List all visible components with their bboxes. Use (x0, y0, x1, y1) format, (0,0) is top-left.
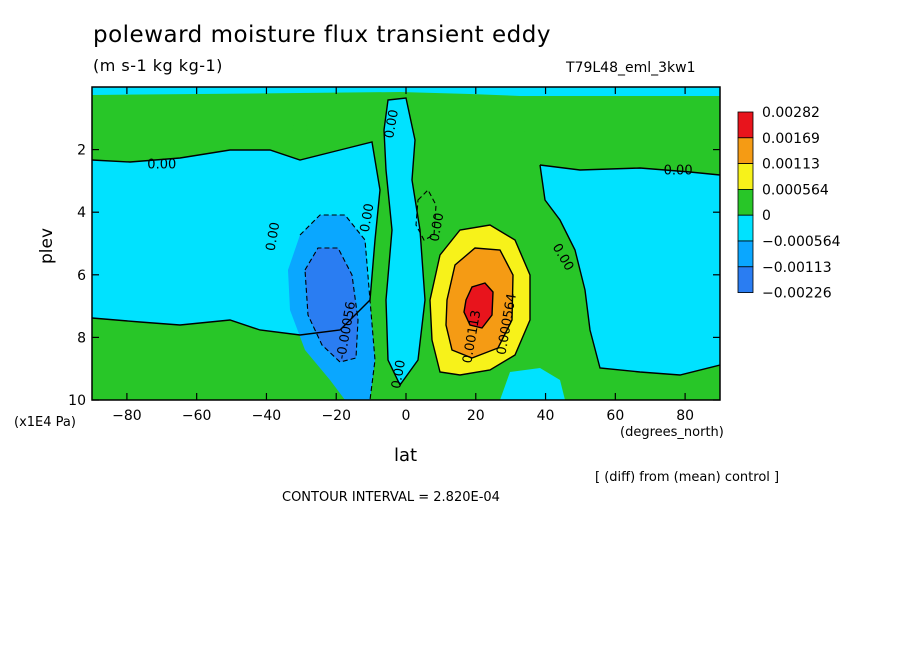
colorbar-swatch (737, 266, 754, 293)
colorbar-level-label: −0.000564 (762, 234, 841, 250)
contour-label: 0.00 (358, 202, 378, 233)
negative-contour-lines (299, 189, 437, 400)
x-tick-label: −60 (182, 408, 212, 424)
upper-positive-island-4 (508, 119, 528, 133)
x-axis-unit: (degrees_north) (620, 425, 724, 440)
x-tick-label: 20 (467, 408, 485, 424)
colorbar-level-label: −0.00226 (762, 286, 832, 302)
colorbar-level-label: −0.00113 (762, 260, 832, 276)
contour-label: 0.00 (389, 359, 409, 390)
east-negative-band (540, 165, 720, 375)
y-axis: 2 4 6 8 10 (68, 143, 720, 409)
colorbar-swatch (737, 214, 754, 242)
upper-positive-island-1 (292, 124, 308, 132)
contour-interval: CONTOUR INTERVAL = 2.820E-04 (282, 490, 500, 505)
colorbar-level-label: 0.00282 (762, 105, 820, 121)
y-axis-unit: (x1E4 Pa) (14, 415, 76, 430)
colorbar-swatch (737, 163, 754, 190)
equator-negative-tongue (384, 98, 425, 385)
surface-negative-patch (500, 368, 565, 400)
colorbar: 0.00282 0.00169 0.00113 0.000564 0 −0.000564 −… (737, 105, 841, 302)
y-tick-label: 2 (77, 143, 86, 159)
y-tick-label: 4 (77, 205, 86, 221)
contour-fill (92, 87, 720, 400)
x-tick-label: −80 (112, 408, 142, 424)
negative-lobe-core (305, 248, 358, 362)
x-tick-label: 80 (676, 408, 694, 424)
y-tick-label: 10 (68, 393, 86, 409)
contour-lines (92, 97, 720, 387)
diff-note: [ (diff) from (mean) control ] (595, 470, 780, 485)
positive-lobe-core (464, 283, 493, 328)
run-label: T79L48_eml_3kw1 (566, 60, 696, 76)
x-axis: −80 −60 −40 −20 0 20 40 60 80 (112, 87, 694, 424)
upper-positive-island-3 (448, 119, 472, 133)
x-tick-label: −20 (321, 408, 351, 424)
contour-label: 0.00 (428, 212, 448, 243)
colorbar-swatch (737, 240, 754, 268)
x-tick-label: 40 (537, 408, 555, 424)
y-tick-label: 6 (77, 268, 86, 284)
colorbar-swatch (737, 137, 754, 165)
contour-label: 0.00 (147, 157, 176, 172)
chart-units: (m s-1 kg kg-1) (93, 56, 223, 75)
x-axis-label: lat (394, 445, 418, 466)
contour-label: 0.00 (264, 221, 284, 252)
x-tick-label: 0 (402, 408, 411, 424)
x-tick-label: −40 (252, 408, 282, 424)
upper-positive-island-2 (346, 119, 366, 133)
colorbar-level-label: 0.00113 (762, 157, 820, 173)
chart-title: poleward moisture flux transient eddy (93, 22, 551, 48)
contour-label: 0.00 (382, 108, 402, 139)
y-tick-label: 8 (77, 330, 86, 346)
colorbar-swatch (737, 188, 754, 216)
colorbar-swatch (737, 111, 754, 139)
colorbar-level-label: 0 (762, 208, 771, 224)
west-surface-positive (92, 320, 330, 400)
contour-label: 0.00 (664, 164, 693, 179)
colorbar-level-label: 0.00169 (762, 131, 820, 147)
x-tick-label: 60 (606, 408, 624, 424)
colorbar-level-label: 0.000564 (762, 182, 829, 198)
